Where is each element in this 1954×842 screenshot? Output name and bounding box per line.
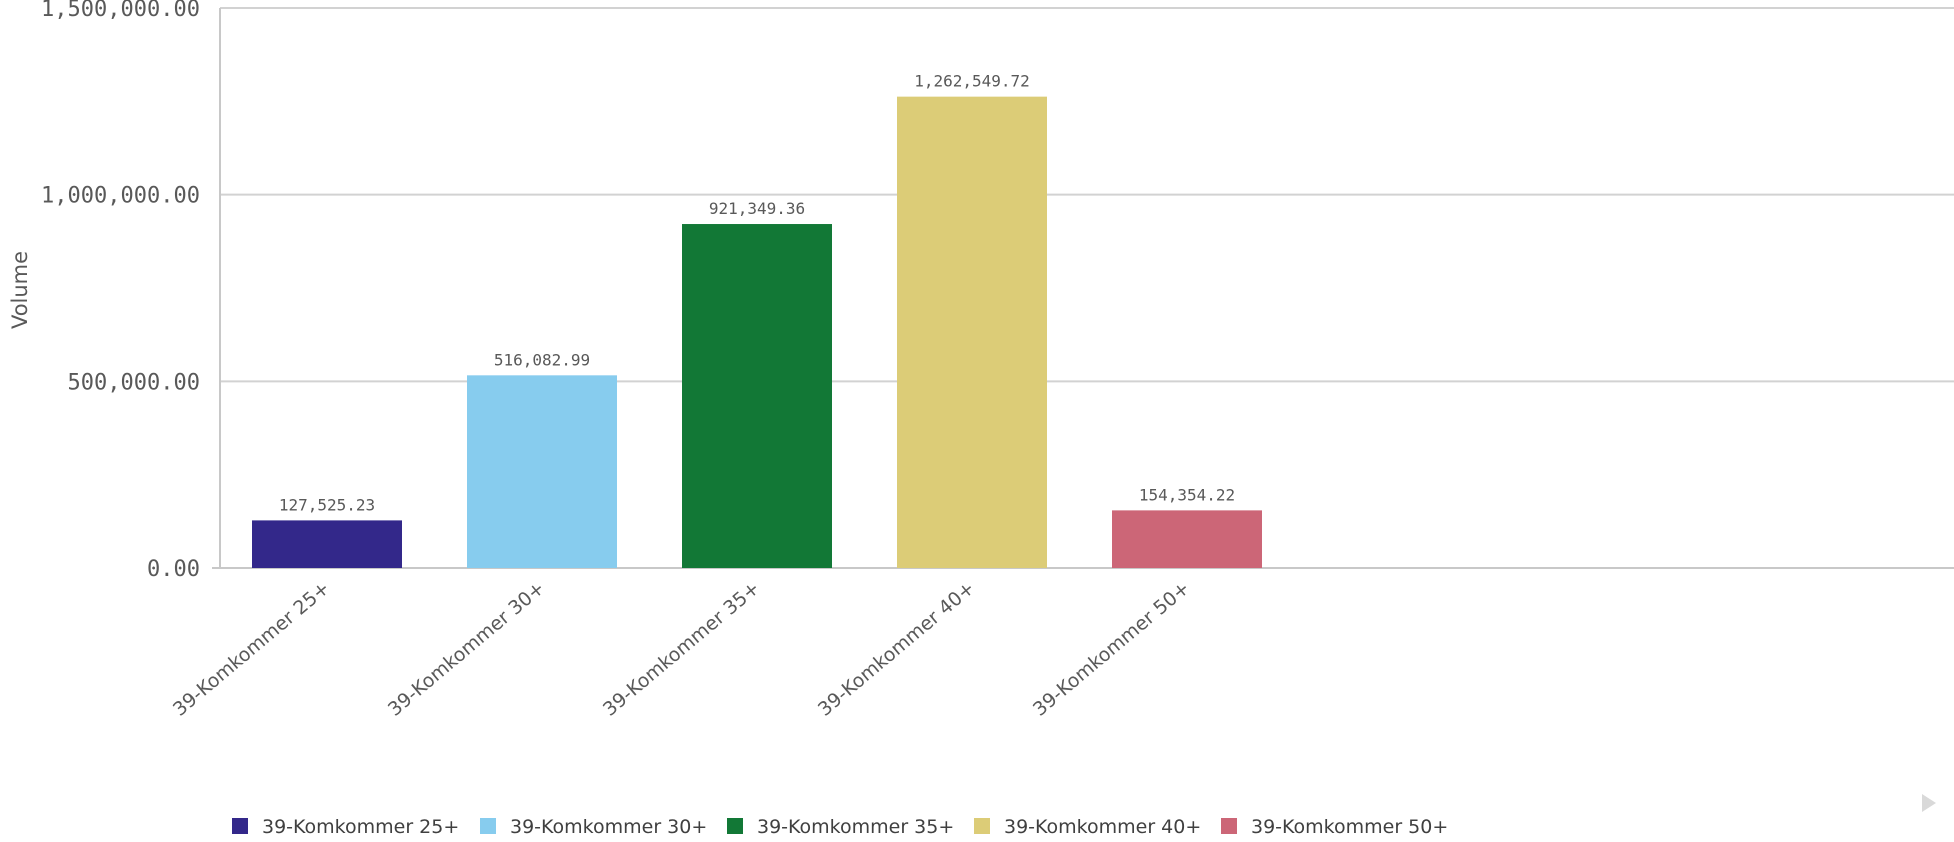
bars xyxy=(252,96,1262,568)
bar[interactable] xyxy=(897,96,1047,568)
legend-label: 39-Komkommer 35+ xyxy=(757,816,954,838)
x-tick-label: 39-Komkommer 35+ xyxy=(599,577,764,721)
bar[interactable] xyxy=(682,224,832,568)
category-labels: 39-Komkommer 25+ 39-Komkommer 30+ 39-Komko… xyxy=(169,577,1194,721)
y-tick-label: 500,000.00 xyxy=(68,370,200,395)
legend-label: 39-Komkommer 30+ xyxy=(510,816,707,838)
data-label: 154,354.22 xyxy=(1139,485,1235,504)
x-tick-label: 39-Komkommer 50+ xyxy=(1029,577,1194,721)
data-label: 127,525.23 xyxy=(279,495,375,514)
legend-item[interactable]: 39-Komkommer 40+ xyxy=(974,816,1201,838)
legend-label: 39-Komkommer 50+ xyxy=(1251,816,1448,838)
legend-scroll-arrow-icon[interactable] xyxy=(1922,794,1936,812)
data-labels: 127,525.23 516,082.99 921,349.36 1,262,549.… xyxy=(279,72,1235,515)
x-tick-label: 39-Komkommer 40+ xyxy=(814,577,979,721)
y-tick-label: 1,000,000.00 xyxy=(41,184,200,209)
y-tick-label: 1,500,000.00 xyxy=(41,0,200,22)
data-label: 516,082.99 xyxy=(494,350,590,369)
data-label: 921,349.36 xyxy=(709,199,805,218)
legend-item[interactable]: 39-Komkommer 30+ xyxy=(480,816,707,838)
legend-label: 39-Komkommer 40+ xyxy=(1004,816,1201,838)
grid-lines xyxy=(220,7,1954,383)
legend-item[interactable]: 39-Komkommer 35+ xyxy=(727,816,954,838)
legend-item[interactable]: 39-Komkommer 50+ xyxy=(1221,816,1448,838)
legend-swatch xyxy=(974,818,990,834)
legend-label: 39-Komkommer 25+ xyxy=(262,816,459,838)
bar[interactable] xyxy=(252,520,402,568)
data-label: 1,262,549.72 xyxy=(914,72,1030,91)
bar[interactable] xyxy=(1112,510,1262,568)
y-axis-title: Volume xyxy=(8,251,32,329)
legend-swatch xyxy=(1221,818,1237,834)
legend-swatch xyxy=(727,818,743,834)
legend-swatch xyxy=(480,818,496,834)
bar[interactable] xyxy=(467,375,617,568)
x-tick-label: 39-Komkommer 25+ xyxy=(169,577,334,721)
legend-item[interactable]: 39-Komkommer 25+ xyxy=(232,816,459,838)
x-tick-label: 39-Komkommer 30+ xyxy=(384,577,549,721)
y-tick-label: 0.00 xyxy=(147,557,200,582)
legend-swatch xyxy=(232,818,248,834)
legend: 39-Komkommer 25+ 39-Komkommer 30+ 39-Komko… xyxy=(232,816,1448,838)
